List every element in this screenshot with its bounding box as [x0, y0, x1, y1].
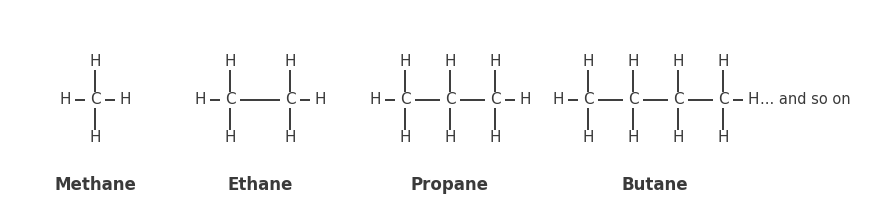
Text: H: H	[314, 92, 326, 108]
Text: H: H	[400, 131, 410, 146]
Text: H: H	[627, 54, 639, 69]
Text: C: C	[673, 92, 683, 108]
Text: C: C	[90, 92, 100, 108]
Text: C: C	[718, 92, 728, 108]
Text: H: H	[400, 54, 410, 69]
Text: C: C	[490, 92, 500, 108]
Text: H: H	[444, 54, 456, 69]
Text: H: H	[89, 131, 101, 146]
Text: H: H	[673, 131, 684, 146]
Text: H: H	[89, 54, 101, 69]
Text: C: C	[285, 92, 295, 108]
Text: H: H	[552, 92, 564, 108]
Text: C: C	[628, 92, 639, 108]
Text: C: C	[225, 92, 235, 108]
Text: H: H	[627, 131, 639, 146]
Text: H: H	[489, 54, 500, 69]
Text: Propane: Propane	[411, 176, 489, 194]
Text: H: H	[59, 92, 70, 108]
Text: H: H	[194, 92, 206, 108]
Text: H: H	[717, 131, 729, 146]
Text: H: H	[120, 92, 131, 108]
Text: H: H	[747, 92, 759, 108]
Text: C: C	[445, 92, 455, 108]
Text: H: H	[489, 131, 500, 146]
Text: H: H	[285, 131, 296, 146]
Text: H: H	[673, 54, 684, 69]
Text: Methane: Methane	[54, 176, 136, 194]
Text: H: H	[224, 131, 235, 146]
Text: H: H	[582, 131, 594, 146]
Text: ... and so on: ... and so on	[760, 92, 851, 108]
Text: H: H	[582, 54, 594, 69]
Text: H: H	[285, 54, 296, 69]
Text: Ethane: Ethane	[227, 176, 293, 194]
Text: H: H	[519, 92, 531, 108]
Text: H: H	[224, 54, 235, 69]
Text: Butane: Butane	[622, 176, 689, 194]
Text: C: C	[400, 92, 410, 108]
Text: C: C	[582, 92, 593, 108]
Text: H: H	[444, 131, 456, 146]
Text: H: H	[717, 54, 729, 69]
Text: H: H	[369, 92, 381, 108]
